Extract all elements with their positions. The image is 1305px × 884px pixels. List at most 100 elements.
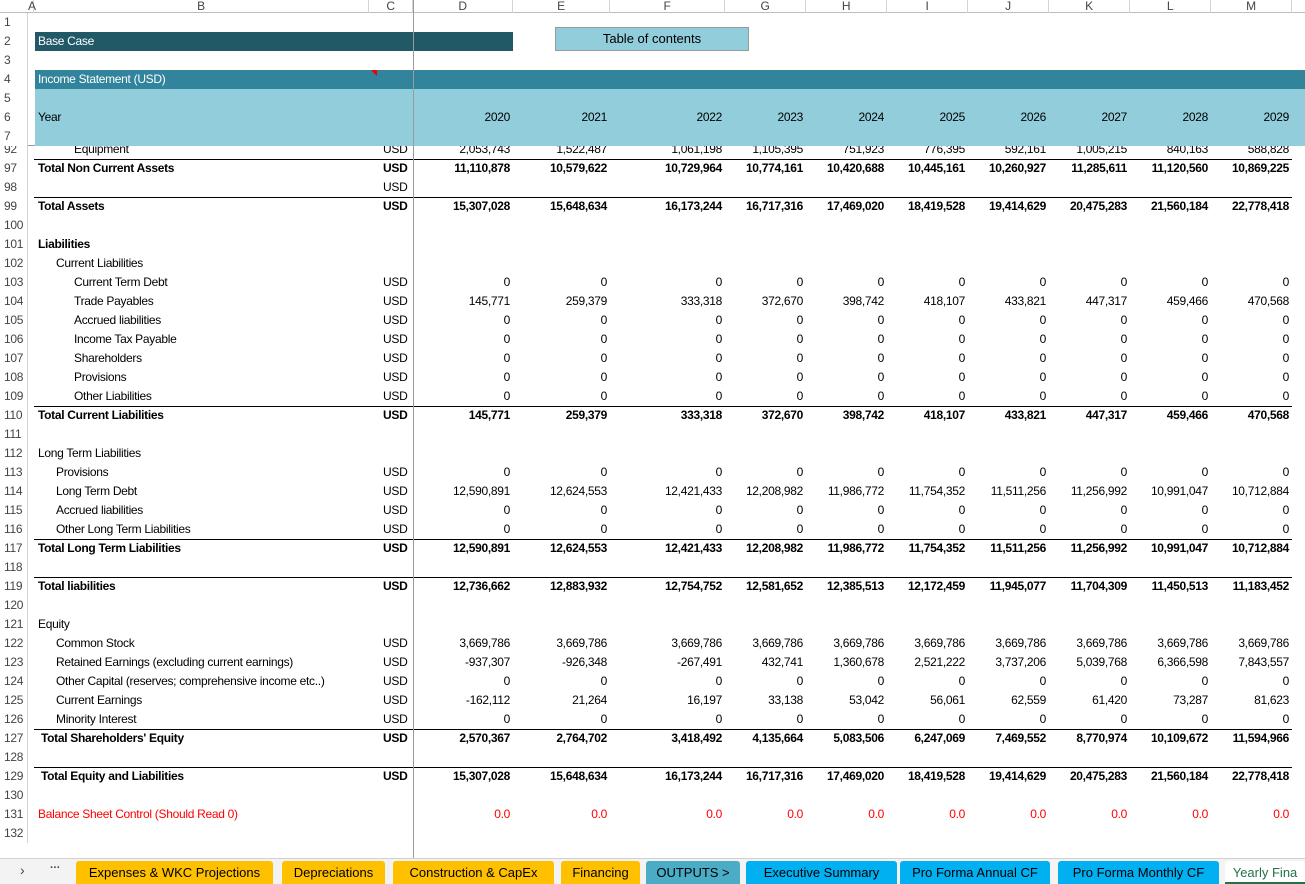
value-cell[interactable]: 21,264: [572, 693, 607, 707]
row-header[interactable]: 112: [0, 444, 28, 463]
row-header[interactable]: 104: [0, 292, 28, 311]
value-cell[interactable]: 0: [796, 465, 804, 479]
value-cell[interactable]: 0: [1039, 674, 1047, 688]
value-cell[interactable]: 0: [1039, 712, 1047, 726]
value-cell[interactable]: 459,466: [1166, 294, 1209, 308]
row-header[interactable]: 120: [0, 596, 28, 615]
column-header-d[interactable]: D: [413, 0, 513, 13]
value-cell[interactable]: 0: [715, 351, 723, 365]
row-label[interactable]: Current Earnings: [56, 693, 142, 707]
value-cell[interactable]: 2,521,222: [914, 655, 965, 669]
value-cell[interactable]: 0.0: [868, 807, 884, 821]
unit-cell[interactable]: USD: [383, 370, 408, 384]
row-label[interactable]: Total Long Term Liabilities: [38, 541, 181, 555]
value-cell[interactable]: 6,366,598: [1157, 655, 1208, 669]
value-cell[interactable]: 0: [503, 712, 511, 726]
value-cell[interactable]: 33,138: [768, 693, 803, 707]
value-cell[interactable]: 10,260,927: [988, 161, 1046, 175]
value-cell[interactable]: 11,511,256: [990, 484, 1047, 498]
row-header[interactable]: 5: [0, 89, 28, 108]
row-label[interactable]: Minority Interest: [56, 712, 137, 726]
value-cell[interactable]: 0: [1282, 503, 1290, 517]
value-cell[interactable]: 0: [1282, 674, 1290, 688]
row-label[interactable]: Common Stock: [56, 636, 135, 650]
value-cell[interactable]: 0: [503, 389, 511, 403]
value-cell[interactable]: 11,945,077: [989, 579, 1047, 593]
value-cell[interactable]: 1,522,487: [556, 146, 607, 156]
value-cell[interactable]: 11,450,513: [1151, 579, 1209, 593]
value-cell[interactable]: 0: [796, 674, 804, 688]
value-cell[interactable]: 18,419,528: [907, 769, 965, 783]
row-header[interactable]: 110: [0, 406, 28, 425]
value-cell[interactable]: 10,729,964: [664, 161, 722, 175]
value-cell[interactable]: 0: [1201, 465, 1209, 479]
value-cell[interactable]: 0: [1039, 332, 1047, 346]
value-cell[interactable]: 447,317: [1085, 294, 1128, 308]
sheet-grid[interactable]: 92 Equipment USD 2,053,743 1,522,487 1,061,19…: [0, 146, 1305, 858]
value-cell[interactable]: 3,669,786: [914, 636, 965, 650]
row-header[interactable]: 3: [0, 51, 28, 70]
row-header[interactable]: 111: [0, 425, 28, 444]
value-cell[interactable]: 145,771: [468, 294, 511, 308]
row-header[interactable]: 105: [0, 311, 28, 330]
value-cell[interactable]: 0: [958, 275, 966, 289]
row-header[interactable]: 114: [0, 482, 28, 501]
unit-cell[interactable]: USD: [383, 408, 408, 422]
value-cell[interactable]: 0: [715, 503, 723, 517]
value-cell[interactable]: 62,559: [1011, 693, 1046, 707]
value-cell[interactable]: 11,986,772: [827, 541, 885, 555]
value-cell[interactable]: 0: [1282, 313, 1290, 327]
value-cell[interactable]: 0: [877, 389, 885, 403]
value-cell[interactable]: 418,107: [923, 294, 966, 308]
value-cell[interactable]: 0: [1201, 503, 1209, 517]
value-cell[interactable]: 10,774,161: [745, 161, 803, 175]
row-label[interactable]: Balance Sheet Control (Should Read 0): [38, 807, 238, 821]
row-label[interactable]: Shareholders: [74, 351, 142, 365]
value-cell[interactable]: 8,770,974: [1076, 731, 1127, 745]
row-label[interactable]: Total Equity and Liabilities: [41, 769, 184, 783]
unit-cell[interactable]: USD: [383, 712, 408, 726]
value-cell[interactable]: 0.0: [1273, 807, 1289, 821]
value-cell[interactable]: 10,991,047: [1150, 484, 1208, 498]
value-cell[interactable]: 21,560,184: [1150, 769, 1208, 783]
value-cell[interactable]: 1,360,678: [833, 655, 884, 669]
value-cell[interactable]: 0.0: [494, 807, 510, 821]
sheet-tab[interactable]: Construction & CapEx: [393, 861, 554, 884]
row-header[interactable]: 4: [0, 70, 28, 89]
value-cell[interactable]: 432,741: [761, 655, 804, 669]
value-cell[interactable]: 398,742: [842, 408, 885, 422]
value-cell[interactable]: 12,736,662: [452, 579, 510, 593]
row-label[interactable]: Equity: [38, 617, 70, 631]
value-cell[interactable]: 0: [600, 712, 608, 726]
value-cell[interactable]: 418,107: [923, 408, 966, 422]
row-header[interactable]: 123: [0, 653, 28, 672]
value-cell[interactable]: 0: [1201, 351, 1209, 365]
value-cell[interactable]: 21,560,184: [1150, 199, 1208, 213]
value-cell[interactable]: 0: [958, 465, 966, 479]
value-cell[interactable]: 0: [1039, 522, 1047, 536]
row-label[interactable]: Provisions: [56, 465, 109, 479]
value-cell[interactable]: 0: [877, 465, 885, 479]
value-cell[interactable]: 0: [503, 503, 511, 517]
value-cell[interactable]: 0: [1201, 313, 1209, 327]
value-cell[interactable]: 333,318: [680, 294, 723, 308]
row-label[interactable]: Accrued liabilities: [74, 313, 162, 327]
row-label[interactable]: Other Long Term Liabilities: [56, 522, 191, 536]
value-cell[interactable]: 0: [715, 712, 723, 726]
value-cell[interactable]: 12,208,982: [745, 541, 803, 555]
value-cell[interactable]: -267,491: [677, 655, 722, 669]
unit-cell[interactable]: USD: [383, 465, 408, 479]
row-header[interactable]: 102: [0, 254, 28, 273]
value-cell[interactable]: 0: [600, 351, 608, 365]
value-cell[interactable]: 11,986,772: [827, 484, 884, 498]
value-cell[interactable]: 0: [503, 522, 511, 536]
value-cell[interactable]: 16,197: [687, 693, 722, 707]
value-cell[interactable]: 11,511,256: [990, 541, 1046, 555]
value-cell[interactable]: 470,568: [1247, 408, 1290, 422]
value-cell[interactable]: 2,764,702: [556, 731, 607, 745]
value-cell[interactable]: 18,419,528: [907, 199, 965, 213]
value-cell[interactable]: 0: [503, 275, 511, 289]
value-cell[interactable]: 259,379: [565, 408, 608, 422]
value-cell[interactable]: 0: [1120, 712, 1128, 726]
value-cell[interactable]: 3,669,786: [459, 636, 510, 650]
